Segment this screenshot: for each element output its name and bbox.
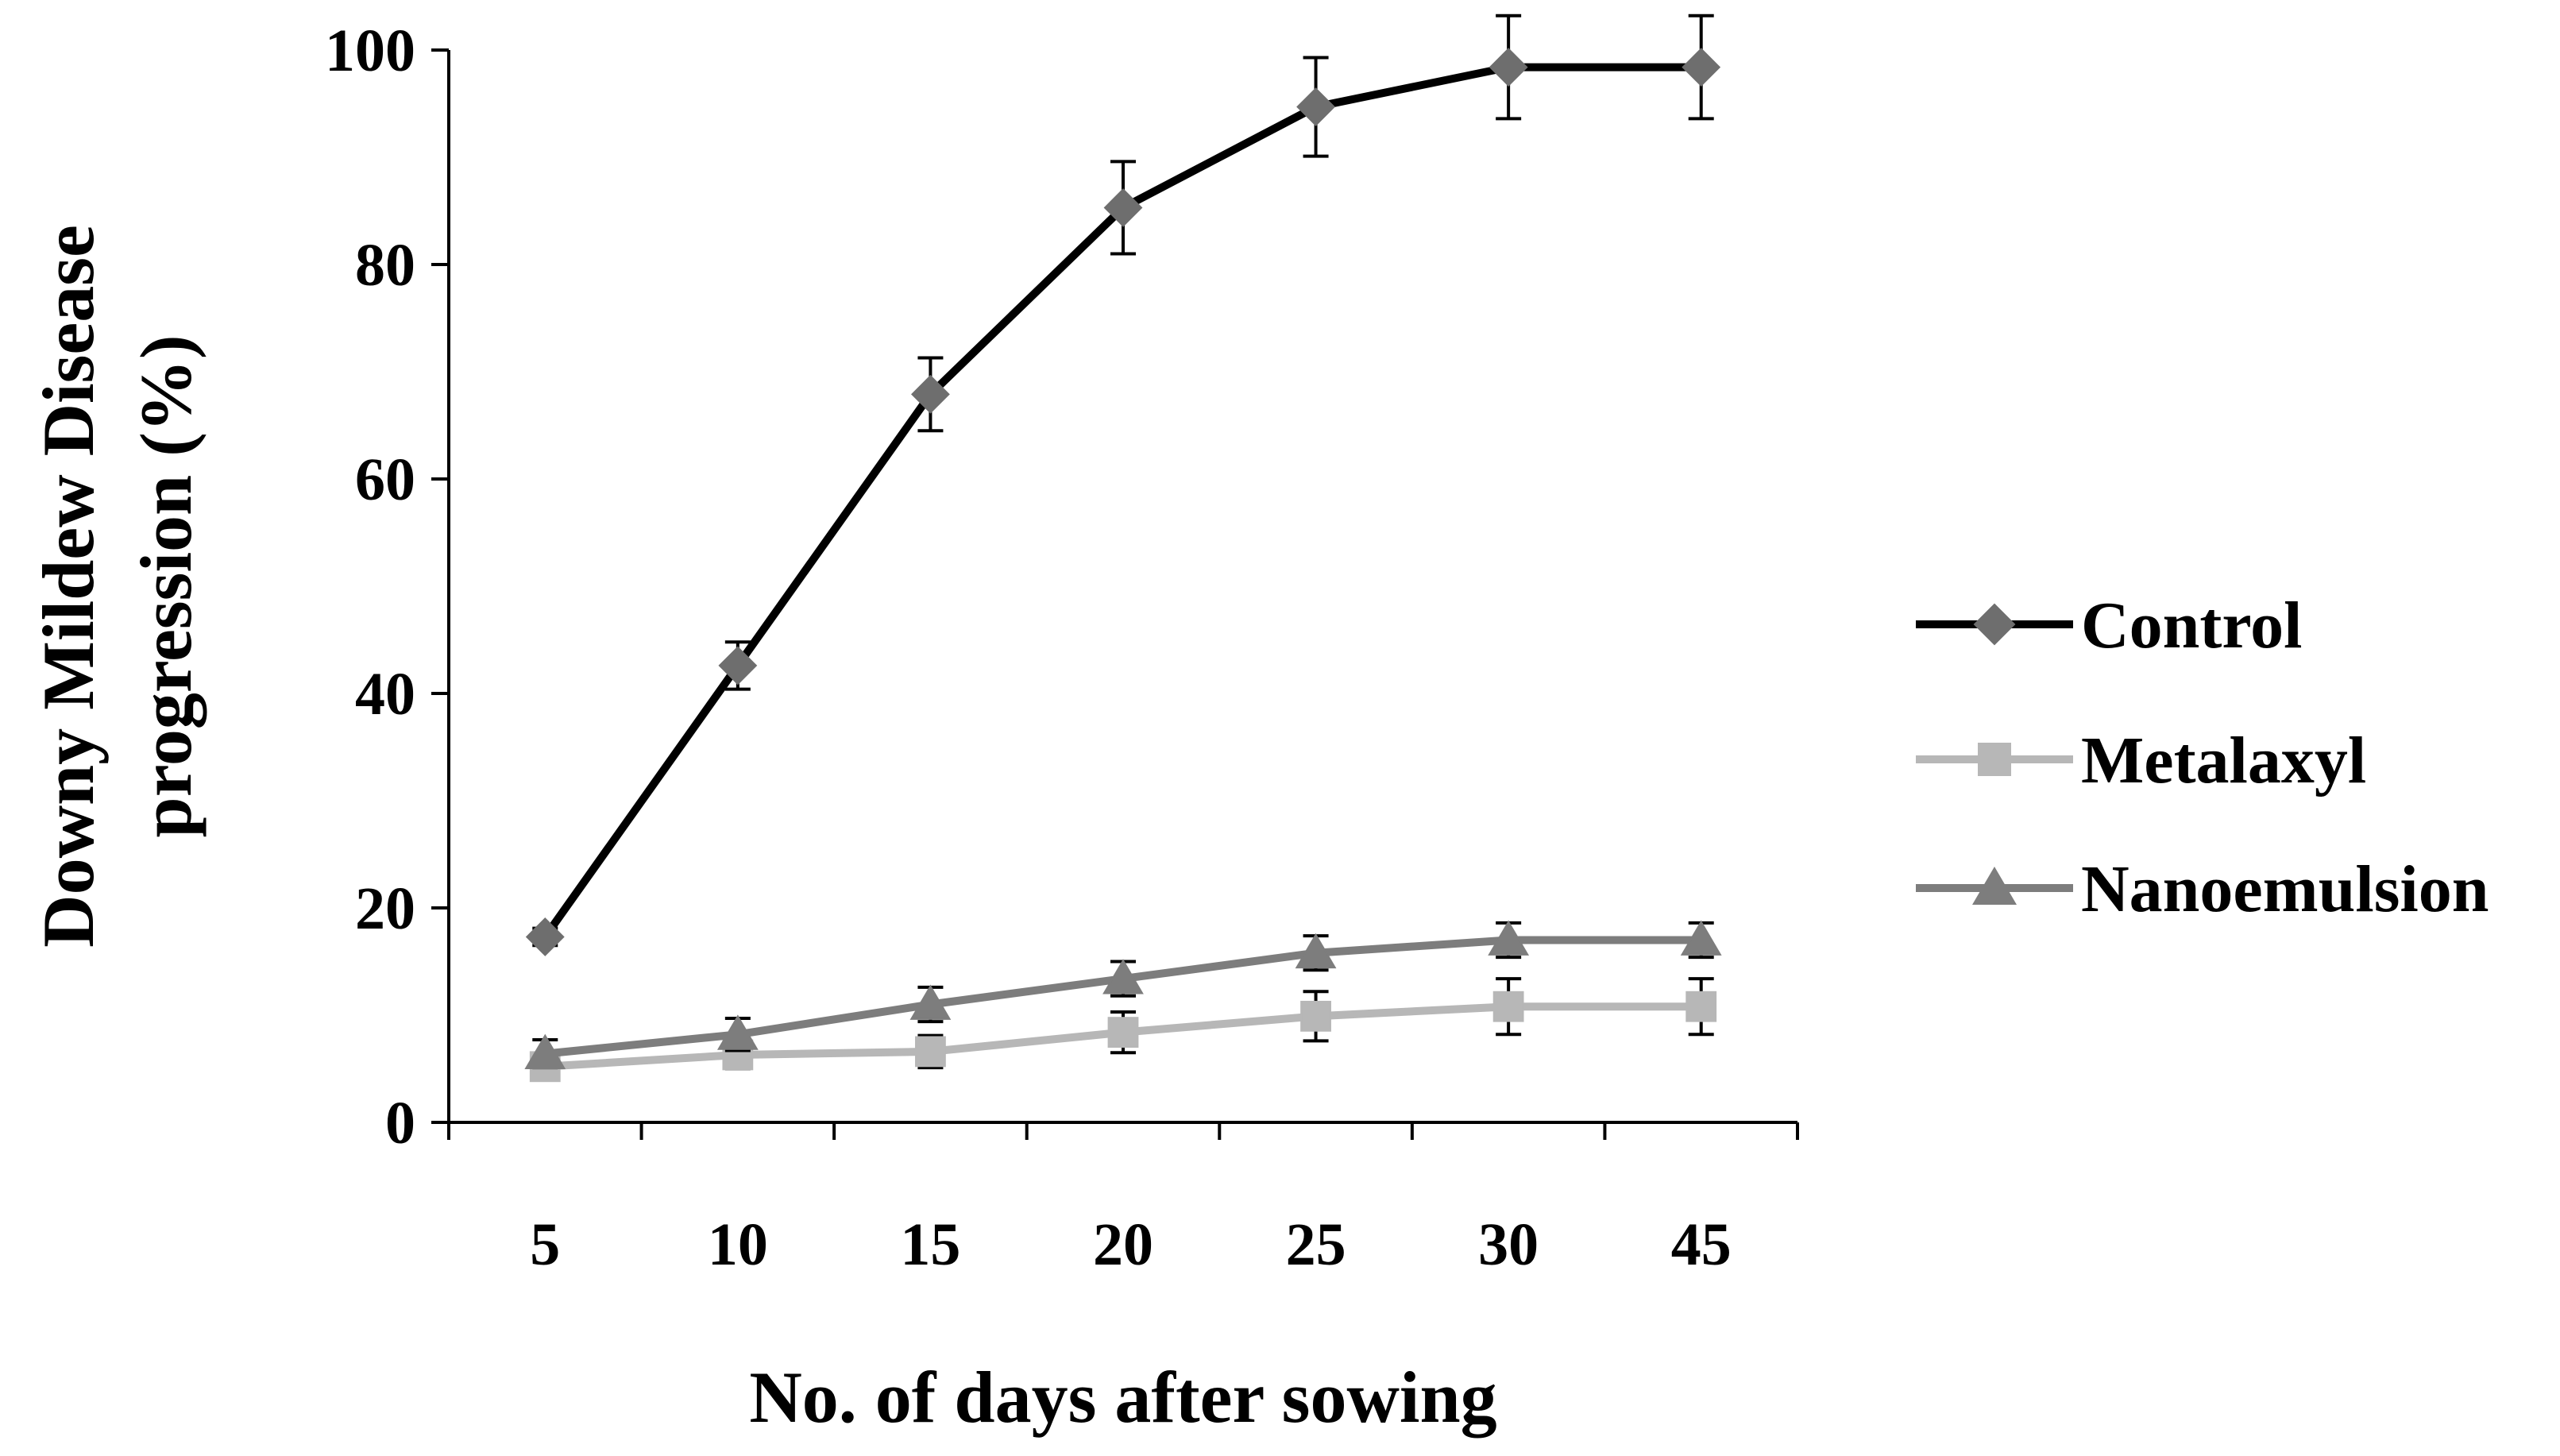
series-control bbox=[525, 14, 1721, 956]
series-nanoemulsion bbox=[524, 920, 1722, 1070]
data-point-square bbox=[1300, 1000, 1331, 1032]
data-point-triangle bbox=[1680, 920, 1722, 956]
x-tick-label: 5 bbox=[530, 1211, 560, 1278]
data-point-diamond bbox=[718, 646, 758, 686]
data-point-diamond bbox=[1296, 87, 1335, 126]
data-point-diamond bbox=[1489, 48, 1528, 87]
legend-marker-triangle bbox=[1972, 867, 2017, 905]
data-point-diamond bbox=[525, 917, 565, 956]
data-point-triangle bbox=[1102, 959, 1144, 994]
series-metalaxyl bbox=[529, 977, 1717, 1083]
y-axis-title-line-2: progression (%) bbox=[125, 335, 207, 838]
x-tick-label: 45 bbox=[1671, 1211, 1732, 1278]
data-point-square bbox=[915, 1036, 946, 1068]
y-tick-label: 100 bbox=[325, 17, 415, 84]
plot-area: 0 20 40 60 80 100 5 10 15 20 25 30 45 bbox=[325, 14, 1799, 1278]
x-tick-label: 30 bbox=[1478, 1211, 1539, 1278]
legend-item-nanoemulsion: Nanoemulsion bbox=[1916, 852, 2489, 926]
y-tick-label: 60 bbox=[355, 446, 415, 513]
data-point-triangle bbox=[716, 1014, 759, 1050]
x-tick-label: 15 bbox=[900, 1211, 960, 1278]
x-axis-title: No. of days after sowing bbox=[749, 1357, 1496, 1438]
data-point-triangle bbox=[1488, 920, 1530, 956]
data-point-triangle bbox=[909, 984, 952, 1020]
y-tick-label: 0 bbox=[385, 1090, 415, 1157]
data-point-diamond bbox=[911, 374, 950, 414]
legend-label: Nanoemulsion bbox=[2081, 852, 2489, 926]
legend-marker-diamond bbox=[1973, 603, 2016, 646]
data-point-square bbox=[1685, 991, 1717, 1022]
data-point-square bbox=[1492, 991, 1524, 1022]
x-tick-label: 25 bbox=[1286, 1211, 1346, 1278]
legend-label: Metalaxyl bbox=[2081, 724, 2366, 798]
series-layer bbox=[524, 14, 1722, 1083]
x-tick-label: 10 bbox=[708, 1211, 768, 1278]
x-tick-label: 20 bbox=[1093, 1211, 1153, 1278]
data-point-diamond bbox=[1682, 48, 1721, 87]
y-ticks: 0 20 40 60 80 100 bbox=[325, 17, 449, 1157]
y-tick-label: 40 bbox=[355, 661, 415, 728]
y-tick-label: 20 bbox=[355, 875, 415, 942]
data-point-square bbox=[1107, 1017, 1139, 1048]
legend-marker-square bbox=[1978, 743, 2011, 776]
legend: Control Metalaxyl Nanoemulsion bbox=[1916, 589, 2489, 926]
legend-item-metalaxyl: Metalaxyl bbox=[1916, 724, 2366, 798]
y-axis-title-line-1: Downy Mildew Disease bbox=[28, 225, 109, 948]
y-axis-title: Downy Mildew Disease progression (%) bbox=[28, 225, 207, 948]
y-tick-label: 80 bbox=[355, 232, 415, 299]
data-point-triangle bbox=[524, 1033, 566, 1069]
x-ticks: 5 10 15 20 25 30 45 bbox=[447, 1122, 1799, 1278]
data-point-triangle bbox=[1295, 933, 1337, 969]
legend-label: Control bbox=[2081, 589, 2302, 662]
data-point-diamond bbox=[1103, 188, 1143, 227]
legend-item-control: Control bbox=[1916, 589, 2302, 662]
